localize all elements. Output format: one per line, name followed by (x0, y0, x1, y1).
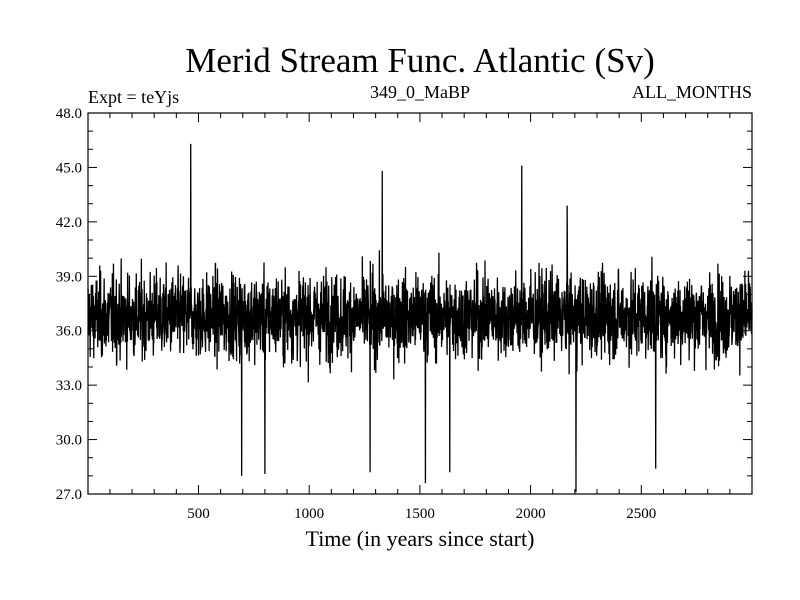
y-tick-label: 48.0 (56, 106, 82, 122)
months-label: ALL_MONTHS (632, 82, 752, 102)
y-tick-label: 33.0 (56, 378, 82, 394)
x-axis-label: Time (in years since start) (306, 526, 535, 551)
chart-title: Merid Stream Func. Atlantic (Sv) (185, 41, 655, 80)
y-tick-label: 36.0 (56, 324, 82, 340)
y-tick-label: 39.0 (56, 269, 82, 285)
y-tick-label: 27.0 (56, 487, 82, 503)
x-tick-label: 500 (187, 506, 210, 522)
run-label: 349_0_MaBP (370, 82, 470, 102)
series-line (87, 143, 753, 493)
y-tick-label: 42.0 (56, 215, 82, 231)
experiment-label: Expt = teYjs (88, 87, 179, 107)
y-tick-label: 45.0 (56, 160, 82, 176)
x-tick-label: 1500 (405, 506, 435, 522)
x-tick-label: 2000 (516, 506, 546, 522)
y-tick-label: 30.0 (56, 433, 82, 449)
x-tick-label: 1000 (294, 506, 324, 522)
plot-area: 500 1000 1500 2000 2500 27.0 30.0 33.0 36.0 39.0 4… (56, 106, 753, 522)
x-tick-label: 2500 (626, 506, 656, 522)
